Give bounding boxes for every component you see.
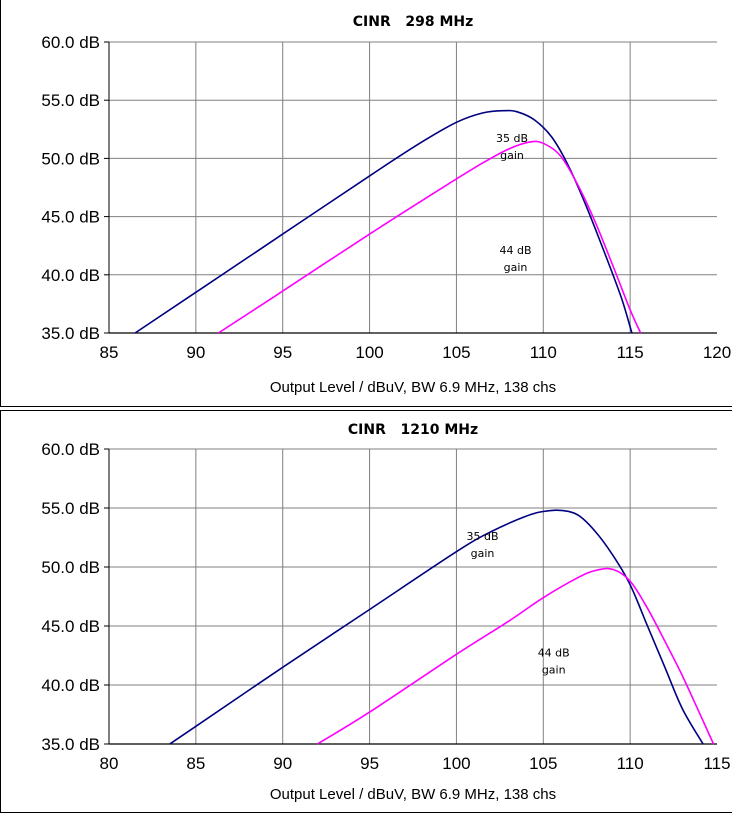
x-axis-label: Output Level / dBuV, BW 6.9 MHz, 138 chs bbox=[270, 786, 556, 803]
curve-annotation: 44 dB bbox=[499, 244, 531, 257]
chart-title: CINR 298 MHz bbox=[353, 14, 474, 30]
y-tick-label: 40.0 dB bbox=[41, 676, 100, 695]
x-tick-label: 95 bbox=[360, 754, 379, 773]
series-line bbox=[134, 109, 633, 334]
x-tick-label: 85 bbox=[100, 343, 119, 362]
chart-298mhz: CINR 298 MHz Output Level / dBuV, BW 6.9… bbox=[41, 14, 731, 396]
curve-annotation: 35 dB bbox=[466, 530, 498, 543]
series-line bbox=[317, 567, 715, 745]
y-tick-label: 55.0 dB bbox=[41, 499, 100, 518]
y-tick-label: 50.0 dB bbox=[41, 558, 100, 577]
x-tick-label: 105 bbox=[442, 343, 470, 362]
y-tick-label: 55.0 dB bbox=[41, 91, 100, 110]
x-tick-label: 100 bbox=[442, 754, 470, 773]
x-tick-label: 90 bbox=[186, 343, 205, 362]
y-tick-label: 40.0 dB bbox=[41, 266, 100, 285]
x-tick-label: 115 bbox=[617, 343, 644, 362]
x-tick-label: 90 bbox=[273, 754, 292, 773]
y-tick-label: 60.0 dB bbox=[41, 33, 100, 52]
curve-annotation: gain bbox=[542, 664, 566, 677]
x-tick-label: 120 bbox=[703, 343, 731, 362]
x-tick-label: 85 bbox=[186, 754, 205, 773]
x-tick-label: 105 bbox=[529, 754, 557, 773]
grid bbox=[109, 41, 717, 333]
x-axis-label: Output Level / dBuV, BW 6.9 MHz, 138 chs bbox=[270, 379, 556, 396]
x-tick-label: 110 bbox=[530, 343, 557, 362]
chart-panel-top: CINR 298 MHz Output Level / dBuV, BW 6.9… bbox=[0, 0, 732, 407]
y-tick-label: 50.0 dB bbox=[41, 149, 100, 168]
y-tick-label: 45.0 dB bbox=[41, 617, 100, 636]
grid bbox=[109, 448, 717, 744]
x-tick-label: 95 bbox=[273, 343, 292, 362]
curve-annotation: 35 dB bbox=[496, 132, 528, 145]
curve-annotation: gain bbox=[504, 261, 528, 274]
x-tick-label: 80 bbox=[100, 754, 119, 773]
y-tick-label: 45.0 dB bbox=[41, 208, 100, 227]
curve-annotation: 44 dB bbox=[538, 647, 570, 660]
y-tick-label: 60.0 dB bbox=[41, 440, 100, 459]
y-tick-label: 35.0 dB bbox=[41, 735, 100, 754]
chart-panel-bottom: CINR 1210 MHz Output Level / dBuV, BW 6.… bbox=[0, 410, 732, 813]
x-tick-label: 100 bbox=[355, 343, 383, 362]
curve-annotation: gain bbox=[500, 149, 524, 162]
y-tick-label: 35.0 dB bbox=[41, 324, 100, 343]
x-tick-label: 115 bbox=[703, 754, 730, 773]
series-line bbox=[169, 509, 704, 745]
series-line bbox=[217, 140, 642, 334]
chart-title: CINR 1210 MHz bbox=[348, 422, 478, 438]
chart-1210mhz: CINR 1210 MHz Output Level / dBuV, BW 6.… bbox=[41, 422, 730, 803]
curve-annotation: gain bbox=[471, 547, 495, 560]
x-tick-label: 110 bbox=[617, 754, 644, 773]
